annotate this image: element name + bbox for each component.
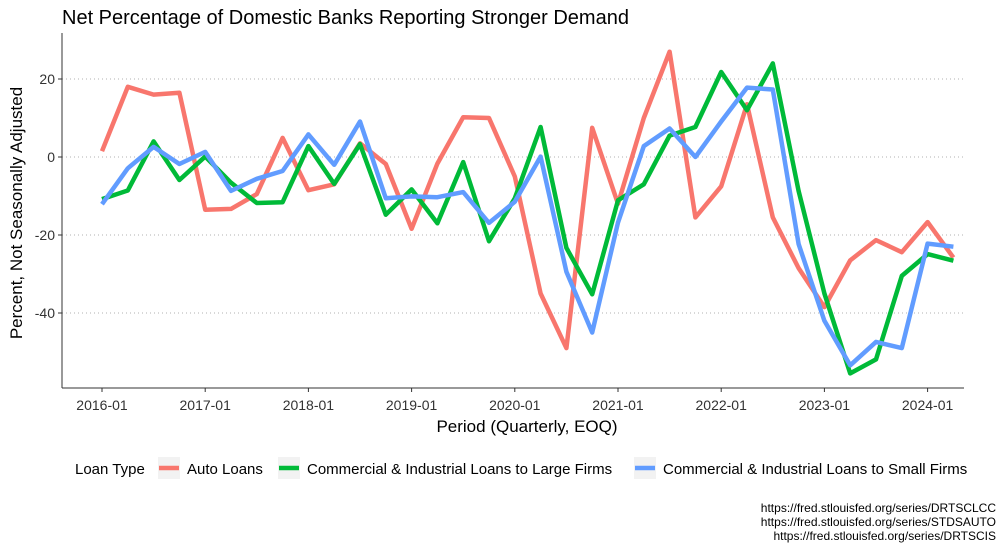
y-tick-label: -40 [35,305,55,321]
y-tick-label: 20 [39,71,55,87]
y-axis-title: Percent, Not Seasonally Adjusted [7,87,26,339]
x-tick-label: 2016-01 [76,397,128,413]
x-tick-label: 2024-01 [902,397,954,413]
legend-label: Commercial & Industrial Loans to Large F… [307,461,612,478]
series-lines [99,49,956,376]
legend-label: Commercial & Industrial Loans to Small F… [663,461,967,478]
x-tick-label: 2018-01 [283,397,335,413]
legend: Loan Type Auto Loans Commercial & Industr… [75,457,967,479]
legend-label: Auto Loans [187,461,263,478]
grid [62,78,964,314]
source-line-1: https://fred.stlouisfed.org/series/DRTSC… [761,501,997,515]
x-tick-label: 2021-01 [592,397,644,413]
series-line-3 [100,85,954,368]
source-line-3: https://fred.stlouisfed.org/series/DRTSC… [773,529,996,543]
x-tick-label: 2023-01 [799,397,851,413]
chart-title: Net Percentage of Domestic Banks Reporti… [62,7,629,29]
x-ticks: 2016-01 2017-01 2018-01 2019-01 2020-01 2021-… [76,388,953,413]
y-tick-label: 0 [47,149,55,165]
x-axis-title: Period (Quarterly, EOQ) [436,417,617,436]
y-ticks: 20 0 -20 -40 [35,71,62,321]
series-line-2 [101,61,954,376]
source-line-2: https://fred.stlouisfed.org/series/STDSA… [761,515,996,529]
source-notes: https://fred.stlouisfed.org/series/DRTSC… [761,501,997,543]
legend-title: Loan Type [75,461,145,478]
x-tick-label: 2019-01 [386,397,438,413]
x-tick-label: 2020-01 [489,397,541,413]
y-tick-label: -20 [35,227,55,243]
x-tick-label: 2022-01 [696,397,748,413]
x-tick-label: 2017-01 [180,397,232,413]
